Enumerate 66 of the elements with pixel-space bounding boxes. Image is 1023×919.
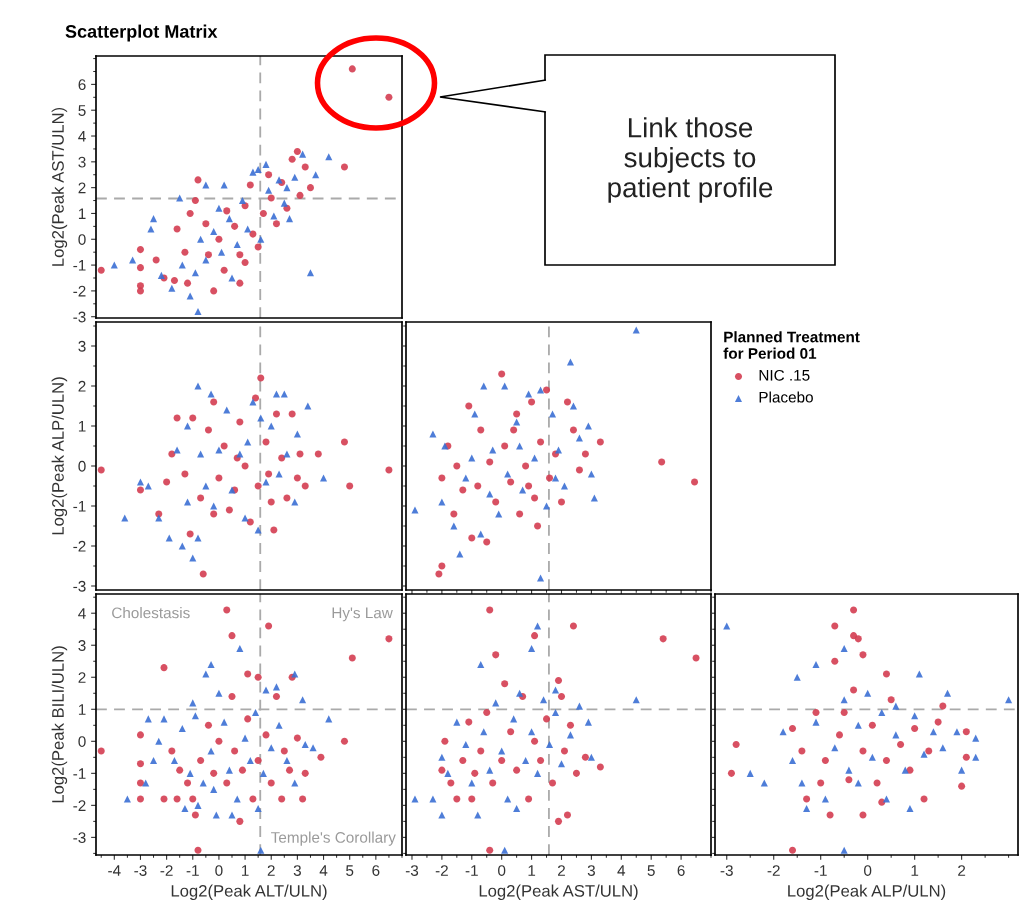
x-tick-label: 5 — [346, 865, 354, 876]
x-tick-label: -1 — [814, 865, 827, 876]
annotation: Temple's Corollary — [271, 831, 396, 846]
y-tick-label: -3 — [73, 580, 86, 592]
x-axis-title: Log2(Peak ALP/ULN) — [788, 884, 946, 901]
x-tick-label: -2 — [435, 865, 448, 876]
y-tick-label: -1 — [73, 768, 86, 779]
y-tick-label: -2 — [73, 540, 86, 552]
y-tick-label: -1 — [73, 260, 86, 271]
text: Link those subjects to patient profile — [608, 117, 773, 203]
x-axis-title: Log2(Peak ALT/ULN) — [171, 884, 327, 901]
x-tick-label: 4 — [319, 865, 328, 876]
y-tick-label: 2 — [78, 182, 86, 194]
y-tick-label: 3 — [78, 156, 86, 168]
y-tick-label: 5 — [78, 105, 86, 116]
x-tick-label: 5 — [647, 865, 655, 876]
x-tick-label: -4 — [108, 865, 121, 876]
x-tick-label: -3 — [134, 865, 147, 876]
y-tick-label: 3 — [78, 340, 86, 352]
annotation: Hy's Law — [332, 607, 393, 622]
x-tick-label: 0 — [864, 865, 872, 876]
x-tick-label: 6 — [372, 865, 380, 876]
legend-title: Planned Treatment for Period 01 — [723, 331, 860, 359]
chart-title: Scatterplot Matrix — [65, 24, 218, 42]
y-tick-label: 0 — [78, 234, 86, 245]
y-tick-label: -2 — [73, 285, 86, 297]
y-tick-label: -3 — [73, 311, 86, 323]
x-tick-label: -2 — [767, 865, 780, 876]
x-tick-label: 3 — [587, 865, 595, 876]
annotation: Cholestasis — [112, 607, 190, 619]
x-tick-label: -1 — [186, 865, 199, 876]
y-tick-label: -1 — [73, 501, 86, 512]
y-axis-title: Log2(Peak BILI/ULN) — [51, 646, 68, 803]
y-tick-label: 1 — [78, 704, 86, 715]
x-tick-label: 1 — [241, 865, 249, 876]
y-tick-label: -3 — [73, 832, 86, 844]
x-tick-label: -1 — [465, 865, 478, 876]
x-tick-label: -3 — [720, 865, 733, 876]
x-axis-title: Log2(Peak AST/ULN) — [479, 884, 638, 901]
x-tick-label: 1 — [528, 865, 536, 876]
y-tick-label: 1 — [78, 208, 86, 219]
x-tick-label: 1 — [911, 865, 919, 876]
x-tick-label: 0 — [215, 865, 223, 876]
y-tick-label: 6 — [78, 79, 86, 91]
x-tick-label: 3 — [293, 865, 301, 876]
x-tick-label: 6 — [677, 865, 685, 876]
y-tick-label: 1 — [78, 421, 86, 432]
y-tick-label: 2 — [78, 672, 86, 683]
x-tick-label: -2 — [160, 865, 173, 876]
y-tick-label: 0 — [78, 736, 86, 747]
y-tick-label: 4 — [78, 131, 86, 142]
x-tick-label: 2 — [958, 865, 966, 876]
x-tick-label: 2 — [558, 865, 565, 876]
y-axis-title: Log2(Peak AST/ULN) — [51, 107, 68, 266]
y-tick-label: -2 — [73, 800, 86, 811]
x-tick-label: 2 — [267, 865, 275, 876]
y-tick-label: 2 — [78, 380, 86, 392]
y-tick-label: 3 — [78, 640, 86, 651]
x-tick-label: 0 — [498, 865, 506, 876]
legend-label: NIC .15 — [759, 369, 810, 381]
x-tick-label: 4 — [617, 865, 626, 876]
legend-label: Placebo — [759, 391, 813, 403]
y-axis-title: Log2(Peak ALP/ULN) — [51, 377, 68, 535]
x-tick-label: -3 — [405, 865, 419, 876]
y-tick-label: 0 — [78, 460, 86, 472]
y-tick-label: 4 — [78, 608, 86, 619]
